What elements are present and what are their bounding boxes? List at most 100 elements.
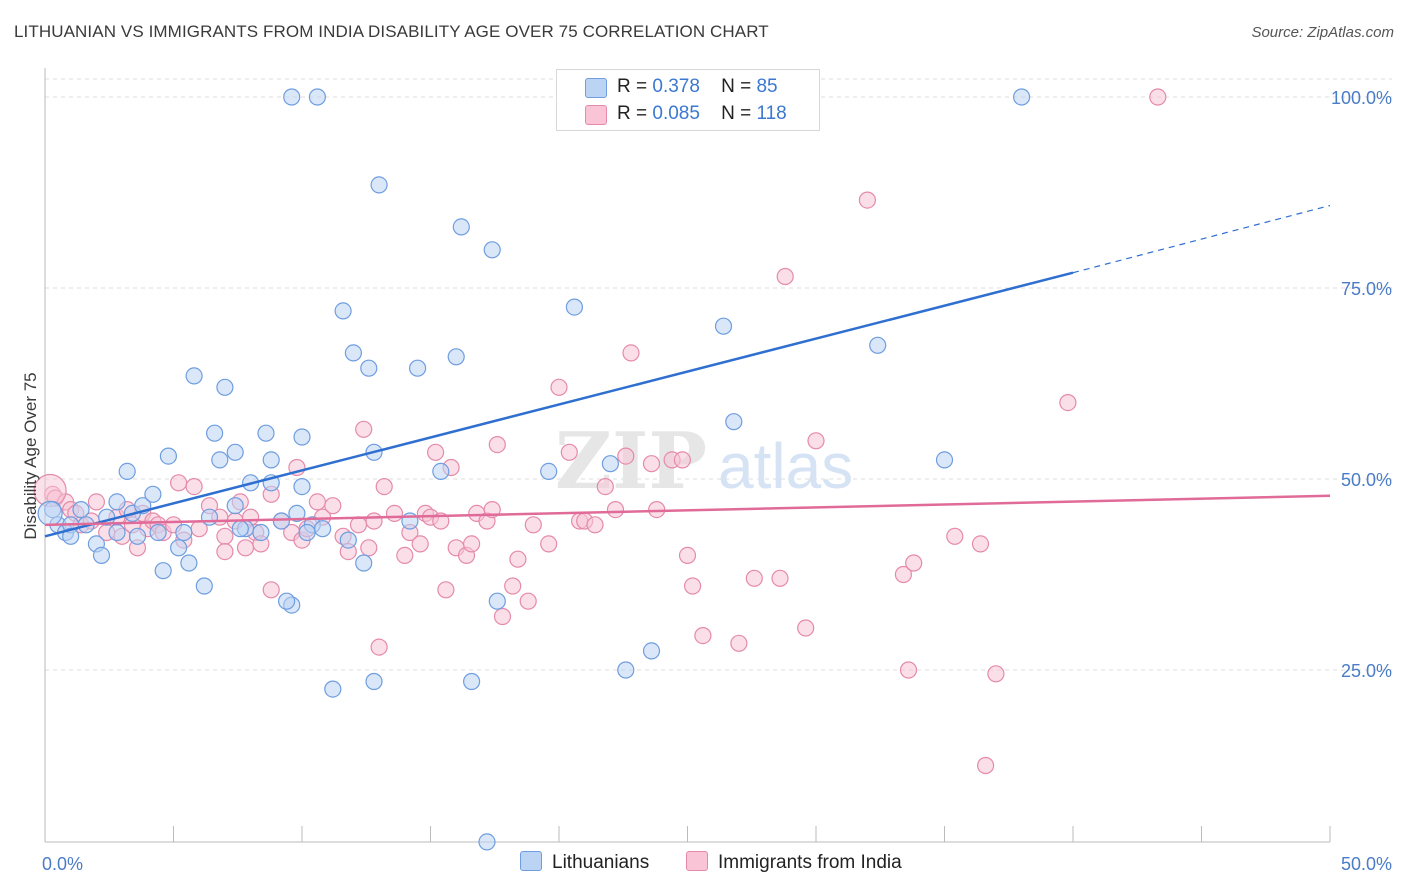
india-point xyxy=(509,550,527,568)
india-point xyxy=(648,501,666,519)
bottom-legend-lithuanians: Lithuanians xyxy=(520,851,649,874)
india-point xyxy=(1149,88,1167,106)
india-point xyxy=(683,577,702,595)
india-point xyxy=(776,267,794,286)
india-point xyxy=(858,191,877,209)
india-point xyxy=(797,619,815,637)
lithuanian-point xyxy=(339,531,357,549)
legend-n-value: 118 xyxy=(756,103,787,124)
india-point xyxy=(894,565,913,584)
bottom-legend-label: Immigrants from India xyxy=(718,852,902,873)
lithuanian-point xyxy=(206,424,224,442)
lithuanian-point xyxy=(185,367,203,385)
lithuanian-point xyxy=(252,523,270,542)
india-point xyxy=(976,756,995,775)
india-point xyxy=(396,546,414,565)
bottom-legend-label: Lithuanians xyxy=(552,852,650,873)
grid-lines xyxy=(45,78,1392,671)
india-point xyxy=(899,661,918,679)
source-label: Source: ZipAtlas.com xyxy=(1251,24,1394,41)
india-point xyxy=(308,493,326,511)
india-point xyxy=(427,443,445,461)
india-point xyxy=(170,474,188,492)
legend-r-value: 0.378 xyxy=(652,76,700,97)
trend-lines xyxy=(44,204,1331,538)
lithuanian-point xyxy=(226,497,244,515)
lithuanian-point xyxy=(298,523,316,542)
india-point xyxy=(1059,394,1077,412)
lithuanian-point xyxy=(324,680,342,698)
lithuanian-point xyxy=(370,176,388,194)
legend-n-label: N = xyxy=(721,103,752,124)
lithuanian-point xyxy=(463,672,481,691)
india-point xyxy=(355,420,373,438)
india-point xyxy=(946,527,964,545)
india-point xyxy=(236,539,255,557)
lithuanian-trend-line xyxy=(44,271,1074,538)
lithuanian-point xyxy=(195,577,213,595)
lithuanian-point xyxy=(447,348,465,366)
india-point xyxy=(905,554,923,572)
lithuanian-point xyxy=(314,520,332,538)
x-tick-label: 50.0% xyxy=(1341,854,1392,874)
legend-r-label: R = xyxy=(617,76,648,97)
tick-labels: 25.0% 50.0% 75.0% 100.0% 0.0% 50.0% xyxy=(42,88,1392,874)
india-point xyxy=(360,539,378,557)
india-point xyxy=(771,569,789,587)
india-point xyxy=(365,512,383,530)
lithuanian-point xyxy=(293,478,311,496)
lithuanian-point xyxy=(483,241,501,259)
legend-swatch-blue xyxy=(585,78,607,98)
lithuanian-point xyxy=(72,501,90,519)
india-point xyxy=(185,478,203,496)
y-tick-label: 50.0% xyxy=(1341,470,1392,490)
lithuanian-point xyxy=(211,451,229,469)
lithuanian-point xyxy=(432,462,450,480)
india-point xyxy=(673,451,692,469)
lithuanian-point xyxy=(144,485,162,503)
india-points xyxy=(33,88,1167,775)
x-tick-label: 0.0% xyxy=(42,854,83,874)
india-point xyxy=(560,443,578,461)
lithuanian-point xyxy=(360,359,378,377)
legend-r-label: R = xyxy=(617,103,648,124)
lithuanian-point xyxy=(935,451,954,469)
india-point xyxy=(437,581,455,599)
lithuanian-point xyxy=(288,504,306,523)
india-point xyxy=(678,546,697,565)
lithuanian-point xyxy=(216,378,234,396)
india-point xyxy=(987,665,1005,683)
lithuanian-point xyxy=(869,336,887,354)
lithuanian-point xyxy=(108,523,126,542)
lithuanian-point xyxy=(159,447,177,465)
lithuanian-point xyxy=(262,451,280,469)
india-point xyxy=(488,436,506,454)
y-tick-label: 100.0% xyxy=(1331,88,1392,108)
india-point xyxy=(216,542,234,561)
lithuanian-point xyxy=(1012,88,1031,106)
india-point xyxy=(385,504,404,523)
india-point xyxy=(550,378,568,396)
india-point xyxy=(504,577,522,595)
legend-swatch-pink xyxy=(585,105,607,125)
india-point xyxy=(694,626,712,645)
lithuanian-point xyxy=(617,661,635,679)
india-point xyxy=(524,516,542,534)
y-axis-label: Disability Age Over 75 xyxy=(21,372,40,539)
india-point xyxy=(493,607,512,626)
lithuanian-point xyxy=(365,672,383,691)
india-point xyxy=(87,493,106,511)
chart-title: LITHUANIAN VS IMMIGRANTS FROM INDIA DISA… xyxy=(14,22,769,41)
india-point xyxy=(262,581,280,599)
lithuanian-point xyxy=(714,317,733,335)
india-point xyxy=(216,527,234,545)
lithuanian-point xyxy=(200,508,219,526)
lithuanian-point xyxy=(344,344,362,362)
watermark: ZIPatlas xyxy=(555,416,853,507)
lithuanian-point xyxy=(226,443,244,461)
lithuanian-point xyxy=(118,462,136,480)
india-point xyxy=(606,501,625,519)
india-point xyxy=(349,516,368,534)
india-point xyxy=(463,535,481,553)
